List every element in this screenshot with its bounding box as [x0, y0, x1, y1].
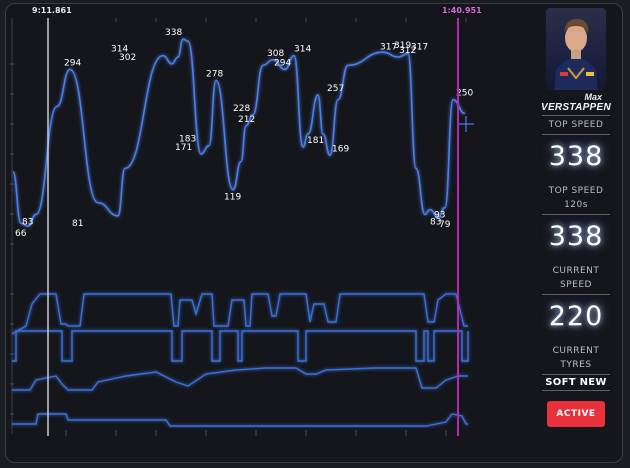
driver-panel: Max VERSTAPPEN TOP SPEED 338 TOP SPEED 1…: [536, 8, 616, 458]
speed-value-label: 294: [64, 58, 81, 68]
speed-value-label: 228: [233, 104, 250, 114]
speed-value-label: 294: [274, 58, 291, 68]
top-speed-window-label: TOP SPEED: [548, 186, 604, 196]
top-speed-window-value: 338: [548, 221, 604, 252]
divider: [542, 115, 610, 116]
active-status-button[interactable]: ACTIVE: [547, 401, 605, 427]
gear-trace: [12, 367, 468, 391]
telemetry-chart[interactable]: 6683294813143023381831712781192282123082…: [6, 4, 526, 463]
speed-value-label: 317: [411, 43, 428, 53]
current-speed-sub: SPEED: [560, 280, 592, 290]
top-speed-value: 338: [548, 141, 604, 172]
driver-avatar: [546, 8, 606, 90]
top-speed-window-sub: 120s: [564, 200, 588, 210]
driver-last-name: VERSTAPPEN: [540, 102, 612, 113]
speed-value-label: 257: [327, 84, 344, 94]
brake-trace: [12, 330, 469, 362]
speed-value-label: 183: [179, 135, 196, 145]
speed-value-label: 308: [267, 49, 284, 59]
driver-portrait-icon: [554, 18, 598, 90]
speed-value-label: 83: [22, 217, 33, 227]
divider: [542, 134, 610, 135]
divider: [542, 390, 610, 391]
speed-value-label: 171: [175, 143, 192, 153]
divider: [542, 374, 610, 375]
speed-value-label: 169: [332, 144, 349, 154]
top-speed-label: TOP SPEED: [548, 120, 604, 130]
speed-value-label: 312: [399, 46, 416, 56]
speed-value-label: 93: [434, 211, 445, 221]
speed-value-label: 317: [380, 43, 397, 53]
speed-value-label: 212: [238, 115, 255, 125]
current-speed-value: 220: [548, 301, 604, 332]
speed-value-label: 314: [111, 45, 128, 55]
current-speed-label: CURRENT: [552, 266, 600, 276]
current-tyres-label: CURRENT: [552, 346, 600, 356]
telemetry-frame: 66 83 294 81 314 302 338 183 171 278 119 228 212 308 2…: [5, 3, 623, 463]
speed-value-label: 302: [119, 53, 136, 63]
divider: [542, 214, 610, 215]
speed-value-label: 83: [430, 217, 441, 227]
speed-line: [12, 38, 466, 227]
left-cursor-time: 9:11.861: [32, 6, 72, 15]
divider: [542, 294, 610, 295]
speed-value-label: 319: [394, 41, 411, 51]
current-tyres-value: SOFT NEW: [545, 377, 607, 388]
driver-first-name: Max: [584, 92, 602, 102]
drs-trace: [12, 413, 468, 427]
speed-value-label: 338: [165, 28, 182, 38]
speed-value-label: 314: [294, 45, 311, 55]
speed-value-label: 250: [456, 89, 473, 99]
speed-value-label: 278: [206, 69, 223, 79]
right-cursor-time: 1:40.951: [442, 6, 482, 15]
current-tyres-sub: TYRES: [560, 360, 592, 370]
speed-value-label: 66: [15, 229, 27, 239]
speed-value-label: 119: [224, 193, 241, 203]
speed-value-label: 181: [307, 136, 324, 146]
speed-value-label: 79: [439, 220, 451, 230]
throttle-trace: [11, 293, 468, 335]
speed-value-label: 81: [72, 219, 83, 229]
